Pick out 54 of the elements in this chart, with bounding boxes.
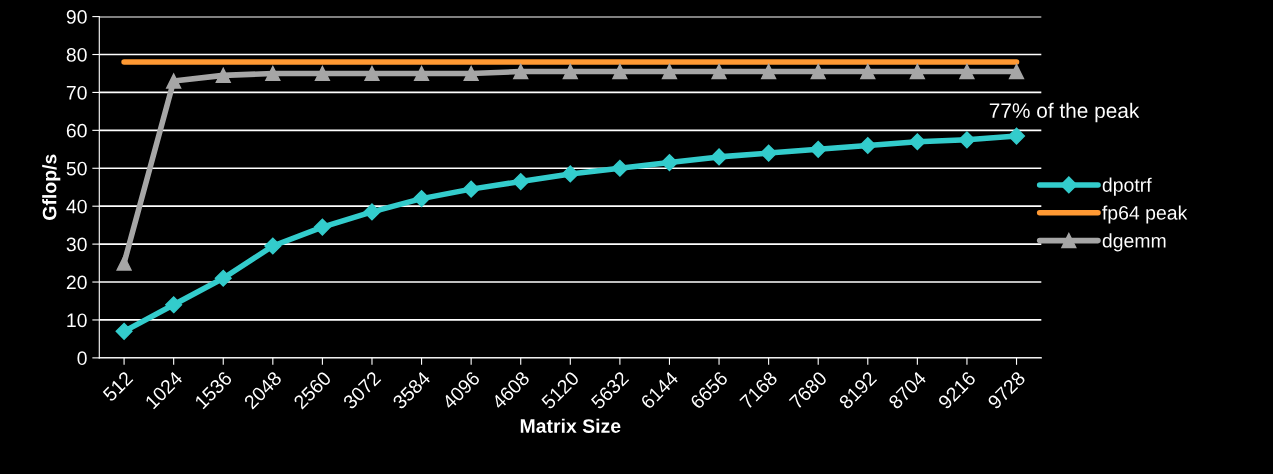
point	[512, 172, 530, 191]
y-tick-label: 0	[77, 351, 87, 366]
point	[958, 131, 976, 149]
point	[810, 63, 826, 80]
y-tick-label: 40	[66, 199, 87, 214]
point	[1008, 63, 1025, 80]
point	[710, 148, 728, 166]
point	[265, 65, 281, 82]
point	[314, 65, 331, 82]
x-axis-title: Matrix Size	[520, 418, 621, 433]
y-axis-title: Gflop/s	[42, 154, 61, 220]
point	[463, 65, 479, 82]
point	[860, 63, 876, 80]
point	[959, 63, 975, 80]
point	[215, 67, 231, 84]
point	[612, 63, 628, 80]
point	[165, 296, 183, 314]
point	[513, 63, 529, 80]
point	[660, 154, 679, 172]
annotation: 77% of the peak	[989, 102, 1140, 123]
legend-label: dgemm	[1102, 233, 1166, 252]
y-tick-label: 70	[66, 85, 87, 100]
point	[313, 218, 331, 236]
legend-label: dpotrf	[1102, 177, 1152, 196]
point	[711, 63, 727, 80]
point	[462, 180, 480, 198]
point	[859, 136, 877, 155]
point	[562, 63, 578, 80]
point	[364, 65, 380, 82]
point	[561, 165, 579, 183]
point	[214, 269, 232, 287]
y-tick-label: 30	[66, 237, 87, 252]
y-tick-label: 10	[67, 313, 87, 328]
point	[413, 190, 431, 208]
point	[363, 203, 381, 221]
point	[611, 159, 629, 177]
x-tick-label: 512	[102, 370, 134, 403]
point	[760, 144, 778, 162]
point	[166, 73, 182, 89]
y-tick-label: 90	[66, 10, 87, 24]
y-tick-label: 20	[66, 275, 87, 290]
y-tick-label: 60	[66, 123, 87, 138]
point	[264, 237, 282, 255]
point	[760, 63, 777, 80]
point	[115, 322, 133, 340]
point	[909, 63, 926, 80]
point	[413, 65, 430, 82]
point	[661, 63, 678, 80]
point	[809, 140, 827, 158]
legend-label: fp64 peak	[1102, 205, 1188, 224]
point	[116, 255, 132, 271]
y-tick-label: 80	[66, 47, 87, 62]
y-tick-label: 50	[66, 161, 87, 176]
point	[908, 133, 926, 151]
